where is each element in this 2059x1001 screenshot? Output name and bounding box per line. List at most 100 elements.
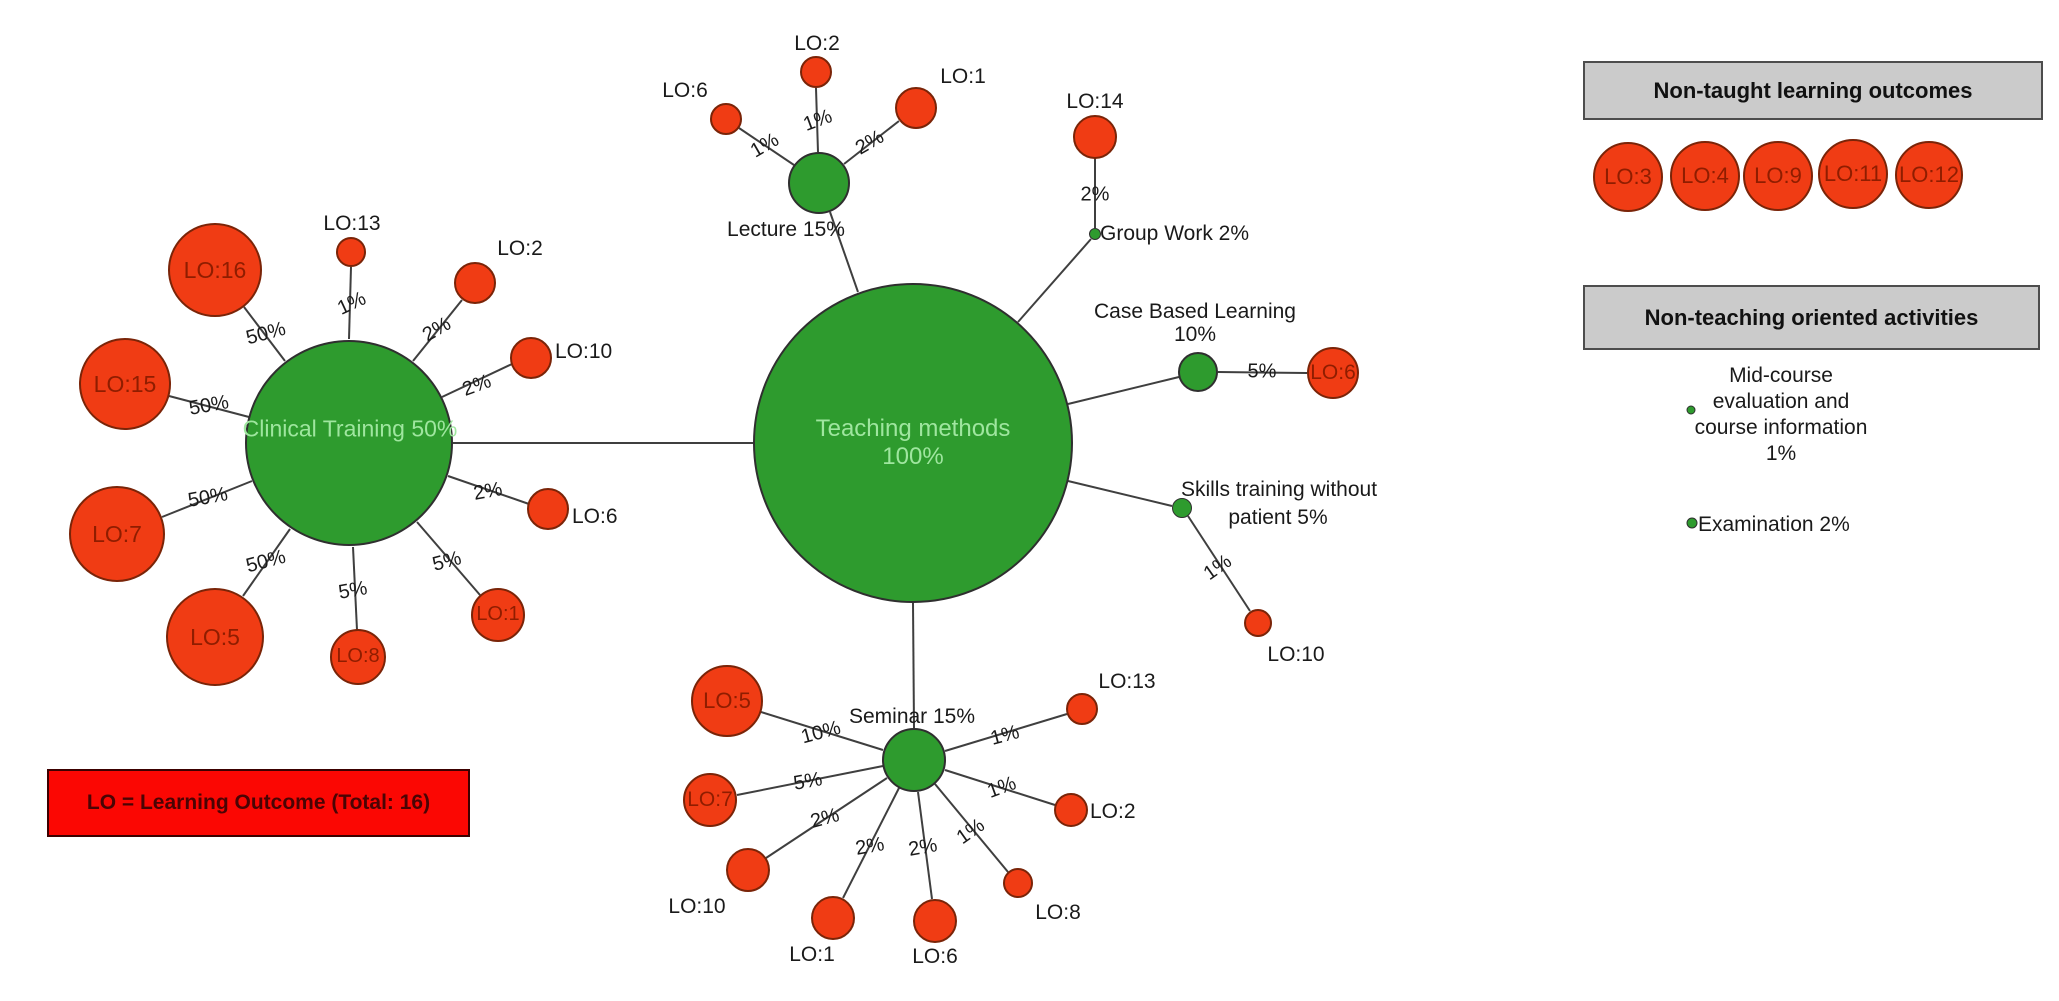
edge-lecture-lo1 [843, 120, 900, 165]
clinical-lo8-pct: 5% [336, 577, 370, 604]
edge-seminar-lo1 [842, 787, 900, 899]
midcourse-line1: Mid-course [1729, 364, 1833, 387]
clinical-lo16-node: LO:16 [168, 223, 262, 317]
teaching-methods-label: Teaching methods 100% [816, 415, 1011, 471]
case-based-lo6-pct: 5% [1247, 360, 1277, 383]
edge-seminar-lo7 [736, 765, 884, 796]
midcourse-line4: 1% [1765, 442, 1797, 465]
clinical-lo13-node [336, 237, 366, 267]
seminar-lo13-node [1066, 693, 1098, 725]
clinical-training-node [245, 340, 453, 546]
legend-box: LO = Learning Outcome (Total: 16) [47, 769, 470, 837]
seminar-node [882, 728, 946, 792]
seminar-lo1-pct: 2% [853, 833, 887, 860]
clinical-lo1-node: LO:1 [471, 588, 525, 642]
non-taught-lo12-label: LO:12 [1899, 162, 1959, 188]
seminar-lo13-label: LO:13 [1098, 670, 1156, 693]
seminar-lo10-label: LO:10 [668, 895, 726, 918]
seminar-lo6-label: LO:6 [912, 945, 958, 968]
clinical-lo6-node [527, 488, 569, 530]
edge-seminar-lo13 [944, 713, 1068, 752]
edge-seminar-lo5 [760, 711, 884, 751]
edge-seminar-lo2 [944, 769, 1056, 806]
seminar-lo1-label: LO:1 [789, 943, 835, 966]
edge-clinical-lo1 [416, 521, 481, 596]
non-taught-header-text: Non-taught learning outcomes [1653, 77, 1973, 103]
midcourse-node [1686, 405, 1696, 415]
clinical-lo13-label: LO:13 [323, 212, 381, 235]
edge-clinical-lo15 [168, 395, 250, 418]
non-taught-lo12-node: LO:12 [1895, 141, 1963, 209]
clinical-lo8-label: LO:8 [336, 645, 380, 668]
edge-skills-lo10 [1187, 515, 1251, 612]
clinical-lo2-label: LO:2 [497, 237, 543, 260]
edge-seminar-lo8 [934, 783, 1009, 873]
group-work-label: Group Work 2% [1100, 222, 1249, 245]
edge-clinical-lo13 [348, 266, 352, 340]
non-taught-lo4-label: LO:4 [1681, 163, 1729, 189]
edge-lecture-lo6 [738, 127, 795, 166]
examination-label: Examination 2% [1698, 513, 1850, 536]
teaching-methods-node: Teaching methods 100% [753, 283, 1073, 603]
seminar-lo8-label: LO:8 [1035, 901, 1081, 924]
lecture-label: Lecture 15% [727, 218, 845, 241]
non-taught-lo3-node: LO:3 [1593, 142, 1663, 212]
non-teaching-header: Non-teaching oriented activities [1583, 285, 2040, 350]
non-taught-lo9-node: LO:9 [1743, 141, 1813, 211]
clinical-training-label: Clinical Training 50% [242, 415, 458, 442]
skills-lo10-node [1244, 609, 1272, 637]
edge-clinical-lo5 [242, 528, 291, 597]
clinical-lo5-node: LO:5 [166, 588, 264, 686]
edge-teaching-groupwork [1017, 238, 1092, 323]
seminar-lo8-node [1003, 868, 1033, 898]
seminar-lo5-label: LO:5 [703, 688, 751, 714]
edge-clinical-lo7 [161, 480, 253, 518]
lecture-lo1-label: LO:1 [940, 65, 986, 88]
edge-casebased-lo6 [1217, 371, 1308, 374]
group-work-lo14-pct: 2% [1080, 183, 1110, 206]
seminar-lo2-node [1054, 793, 1088, 827]
case-based-learning-pct: 10% [1173, 323, 1217, 346]
clinical-lo6-pct: 2% [471, 478, 505, 505]
group-work-lo14-node [1073, 115, 1117, 159]
clinical-lo10-node [510, 337, 552, 379]
non-taught-lo9-label: LO:9 [1754, 163, 1802, 189]
lecture-lo1-node [895, 87, 937, 129]
edge-clinical-lo8 [352, 546, 358, 631]
lecture-lo2-label: LO:2 [794, 32, 840, 55]
edge-seminar-lo6 [917, 791, 933, 900]
midcourse-line3: course information [1694, 416, 1868, 439]
edge-clinical-lo6 [447, 475, 530, 505]
seminar-label: Seminar 15% [848, 705, 976, 728]
non-taught-header: Non-taught learning outcomes [1583, 61, 2043, 120]
skills-training-label-line2: patient 5% [1228, 506, 1328, 529]
group-work-node [1089, 228, 1101, 240]
clinical-lo6-label: LO:6 [572, 505, 618, 528]
lecture-lo6-label: LO:6 [662, 79, 708, 102]
clinical-lo10-label: LO:10 [555, 340, 613, 363]
clinical-lo7-label: LO:7 [92, 520, 142, 547]
clinical-lo1-label: LO:1 [476, 603, 520, 626]
non-taught-lo3-label: LO:3 [1604, 164, 1652, 190]
edge-teaching-casebased [1067, 376, 1180, 405]
clinical-lo2-node [454, 262, 496, 304]
lecture-lo2-node [800, 56, 832, 88]
edge-lecture-lo2 [815, 87, 819, 153]
group-work-lo14-label: LO:14 [1066, 90, 1124, 113]
edge-teaching-seminar [912, 602, 915, 729]
skills-lo10-label: LO:10 [1267, 643, 1325, 666]
clinical-lo15-label: LO:15 [93, 370, 157, 397]
seminar-lo7-node: LO:7 [683, 773, 737, 827]
edge-clinical-lo10 [441, 363, 513, 398]
midcourse-label: Mid-course evaluation and course informa… [1695, 363, 1868, 467]
midcourse-line2: evaluation and [1712, 390, 1850, 413]
edge-teaching-lecture [829, 211, 859, 293]
seminar-lo7-label: LO:7 [687, 787, 733, 811]
legend-text: LO = Learning Outcome (Total: 16) [86, 791, 431, 814]
non-taught-lo11-node: LO:11 [1818, 139, 1888, 209]
seminar-lo2-label: LO:2 [1090, 800, 1136, 823]
case-based-lo6-label: LO:6 [1310, 360, 1356, 384]
seminar-lo6-node [913, 899, 957, 943]
seminar-lo6-pct: 2% [906, 834, 940, 861]
